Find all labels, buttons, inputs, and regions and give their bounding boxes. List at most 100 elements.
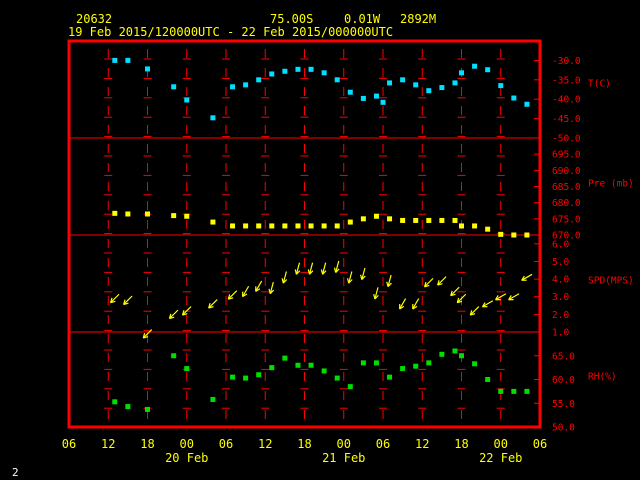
temperature-point: [498, 83, 504, 89]
rh-point: [485, 377, 491, 382]
wind-arrow: [399, 298, 407, 310]
pressure-point: [295, 223, 301, 229]
pressure-point: [400, 217, 406, 223]
x-tick-label: 06: [376, 437, 390, 451]
wind-arrow: [168, 309, 179, 320]
temperature-point: [380, 99, 386, 105]
rh-point: [413, 363, 419, 369]
x-tick-label: 06: [62, 437, 76, 451]
pressure-point: [413, 217, 419, 223]
rh-point: [524, 388, 530, 394]
wind-arrow-head: [387, 282, 392, 288]
panel-label-rh: RH(%): [588, 372, 617, 383]
wind-arrow: [308, 262, 314, 275]
temperature-point: [485, 67, 491, 73]
pressure-point: [145, 211, 150, 217]
wind-arrow-head: [309, 270, 314, 275]
temperature-point: [321, 70, 327, 76]
y-tick-label: 50.0: [552, 423, 575, 434]
wind-arrow-head: [373, 293, 376, 300]
pressure-point: [210, 219, 216, 225]
wind-arrow-head: [335, 268, 340, 273]
wind-arrow-head: [333, 267, 337, 273]
rh-point: [400, 366, 406, 372]
temperature-point: [472, 63, 478, 69]
temperature-point: [511, 95, 517, 101]
x-tick-label: 06: [219, 437, 233, 451]
wind-arrow-head: [268, 288, 271, 294]
rh-point: [426, 360, 432, 366]
temperature-point: [243, 82, 249, 88]
temperature-point: [524, 101, 530, 107]
page-number: 2: [12, 466, 19, 479]
x-tick-label: 12: [101, 437, 115, 451]
rh-point: [230, 374, 236, 380]
pressure-point: [282, 223, 288, 229]
temperature-point: [387, 80, 393, 86]
temperature-point: [400, 77, 406, 83]
temperature-point: [112, 57, 118, 63]
rh-point: [308, 362, 314, 368]
y-tick-label: 5.0: [552, 257, 569, 268]
wind-arrow-head: [294, 269, 297, 275]
pressure-point: [269, 223, 275, 229]
rh-point: [498, 388, 504, 394]
wind-arrow-head: [374, 294, 379, 300]
wind-arrow: [495, 293, 507, 301]
wind-arrow-head: [437, 280, 440, 286]
wind-arrow-head: [450, 290, 453, 296]
wind-arrow-head: [110, 300, 116, 304]
wind-arrow-head: [360, 274, 363, 280]
y-tick-label: -50.0: [552, 134, 581, 145]
wind-arrow: [424, 277, 434, 288]
wind-arrow: [361, 267, 366, 280]
rh-point: [439, 351, 445, 357]
wind-arrow-head: [123, 302, 129, 306]
y-tick-label: 670.0: [552, 231, 581, 242]
y-tick-label: -40.0: [552, 95, 581, 106]
rh-point: [184, 366, 190, 372]
y-tick-label: 3.0: [552, 292, 569, 303]
wind-arrow: [374, 287, 379, 300]
wind-arrow-head: [469, 310, 473, 316]
pressure-point: [485, 226, 491, 232]
temperature-point: [269, 71, 275, 77]
y-tick-label: -35.0: [552, 75, 581, 86]
wind-arrow: [508, 293, 520, 301]
y-tick-label: 2.0: [552, 310, 569, 321]
wind-arrow-head: [307, 269, 311, 275]
pressure-point: [472, 223, 478, 229]
wind-arrow-head: [142, 333, 146, 339]
temperature-point: [347, 89, 353, 95]
pressure-point: [387, 216, 393, 222]
temperature-point: [145, 66, 150, 72]
rh-point: [145, 406, 150, 412]
x-tick-label: 00: [337, 437, 351, 451]
temperature-point: [295, 66, 301, 72]
wind-arrow-head: [481, 302, 486, 308]
rh-point: [459, 353, 464, 359]
wind-arrow: [282, 271, 288, 284]
wind-arrow: [123, 295, 133, 305]
pressure-point: [125, 211, 131, 217]
wind-arrow: [412, 298, 420, 310]
wind-arrow-head: [386, 281, 389, 287]
panel-label-pressure: Pre (mb): [588, 179, 634, 190]
wind-arrow-head: [208, 303, 211, 309]
wind-arrow-head: [348, 279, 353, 284]
rh-point: [269, 365, 275, 371]
temperature-point: [334, 77, 340, 83]
wind-arrow-head: [399, 305, 405, 310]
rh-point: [387, 374, 393, 380]
panel-label-temperature: T(C): [588, 79, 611, 90]
wind-arrow-head: [182, 313, 188, 316]
pressure-point: [459, 223, 464, 229]
temperature-point: [230, 84, 236, 90]
wind-arrow: [456, 293, 467, 304]
wind-arrow-head: [123, 299, 126, 305]
rh-point: [210, 396, 216, 402]
wind-arrow-head: [424, 284, 430, 288]
wind-arrow-head: [450, 293, 456, 297]
longitude: 0.01W: [344, 12, 381, 26]
